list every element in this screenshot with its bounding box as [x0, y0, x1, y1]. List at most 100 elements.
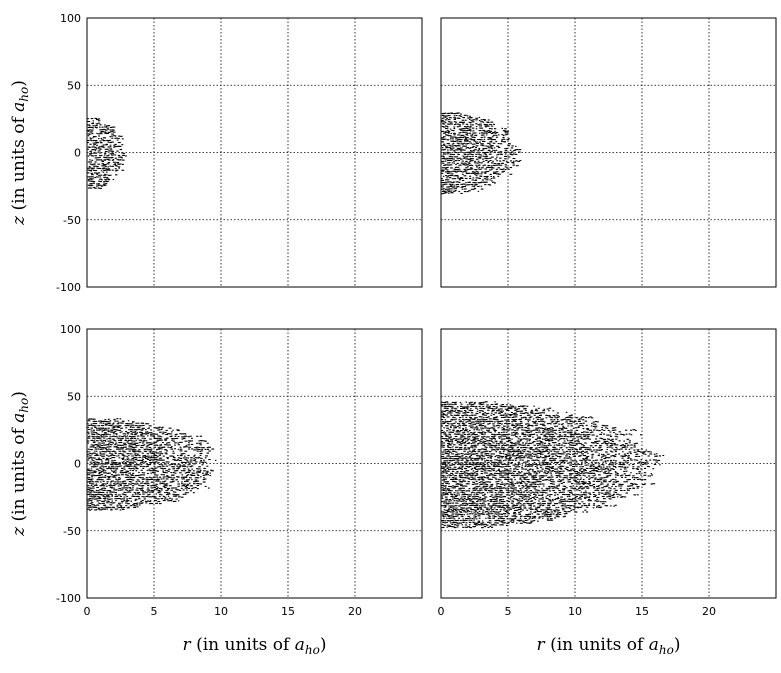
atom-mark: [171, 498, 174, 500]
atom-mark: [92, 120, 94, 122]
atom-mark: [566, 500, 569, 502]
atom-mark: [104, 132, 108, 134]
atom-mark: [155, 467, 158, 469]
atom-mark: [461, 509, 465, 511]
atom-mark: [141, 427, 144, 429]
atom-mark: [467, 474, 469, 476]
atom-mark: [89, 187, 93, 189]
atom-mark: [624, 461, 627, 463]
atom-mark: [643, 474, 647, 476]
atom-mark: [120, 489, 122, 491]
atom-mark: [456, 147, 460, 149]
atom-mark: [152, 433, 156, 435]
atom-mark: [190, 474, 194, 476]
atom-mark: [512, 504, 515, 506]
atom-mark: [609, 498, 612, 500]
atom-mark: [470, 504, 473, 506]
atom-mark: [487, 464, 489, 466]
atom-mark: [106, 433, 110, 435]
atom-mark: [489, 505, 491, 507]
atom-mark: [165, 489, 168, 492]
atom-mark: [524, 477, 527, 479]
atom-mark: [114, 137, 117, 139]
atom-mark: [478, 485, 481, 487]
atom-mark: [491, 138, 493, 140]
atom-mark: [124, 440, 127, 442]
atom-mark: [96, 144, 98, 146]
atom-mark: [483, 140, 486, 142]
atom-mark: [555, 485, 559, 487]
atom-mark: [513, 494, 516, 496]
atom-mark: [487, 170, 490, 173]
atom-mark: [525, 472, 527, 474]
atom-mark: [459, 147, 463, 149]
atom-mark: [107, 150, 111, 152]
atom-mark: [138, 449, 141, 451]
atom-mark: [602, 479, 605, 481]
atom-mark: [87, 485, 90, 487]
atom-mark: [107, 496, 111, 498]
atom-mark: [492, 160, 494, 162]
atom-mark: [460, 183, 463, 185]
atom-mark: [182, 483, 186, 485]
atom-mark: [97, 184, 101, 186]
atom-mark: [473, 505, 476, 507]
atom-mark: [109, 136, 111, 138]
atom-mark: [527, 494, 531, 496]
atom-mark: [483, 470, 487, 472]
atom-mark: [90, 150, 93, 152]
atom-mark: [120, 506, 123, 508]
atom-mark: [572, 505, 576, 507]
atom-mark: [177, 454, 179, 456]
atom-mark: [543, 472, 547, 474]
atom-mark: [147, 423, 150, 425]
atom-mark: [105, 458, 109, 461]
atom-mark: [485, 454, 488, 457]
atom-mark: [487, 511, 490, 513]
atom-mark: [107, 500, 110, 502]
atom-mark: [109, 504, 113, 506]
atom-mark: [600, 477, 604, 479]
atom-mark: [568, 491, 572, 494]
atom-mark: [98, 135, 101, 137]
atom-mark: [162, 495, 165, 497]
atom-mark: [534, 511, 537, 513]
atom-mark: [139, 425, 143, 427]
atom-mark: [638, 472, 641, 474]
atom-mark: [548, 479, 552, 481]
atom-mark: [509, 481, 512, 484]
atom-mark: [193, 455, 195, 457]
atom-mark: [479, 177, 481, 180]
atom-mark: [519, 519, 523, 521]
atom-mark: [170, 481, 174, 483]
atom-mark: [123, 487, 125, 489]
atom-mark: [555, 476, 558, 478]
atom-mark: [100, 465, 104, 467]
atom-cloud: [87, 117, 127, 189]
atom-mark: [443, 164, 446, 166]
atom-mark: [509, 518, 512, 520]
atom-mark: [502, 520, 506, 522]
atom-mark: [533, 481, 536, 483]
atom-mark: [569, 505, 572, 507]
atom-mark: [470, 159, 472, 161]
atom-mark: [121, 474, 124, 476]
atom-mark: [87, 453, 90, 455]
atom-mark: [100, 459, 103, 461]
atom-mark: [448, 119, 451, 121]
atom-mark: [531, 520, 534, 522]
atom-mark: [541, 468, 544, 470]
atom-mark: [442, 494, 446, 496]
atom-mark: [182, 493, 185, 495]
atom-mark: [459, 476, 463, 479]
atom-mark: [485, 151, 489, 153]
atom-mark: [475, 117, 479, 119]
atom-mark: [519, 517, 522, 519]
atom-mark: [482, 152, 485, 154]
atom-mark: [603, 457, 606, 460]
atom-mark: [113, 439, 116, 441]
atom-mark: [109, 452, 111, 455]
atom-mark: [640, 459, 642, 461]
atom-mark: [180, 470, 183, 472]
atom-mark: [563, 510, 566, 512]
